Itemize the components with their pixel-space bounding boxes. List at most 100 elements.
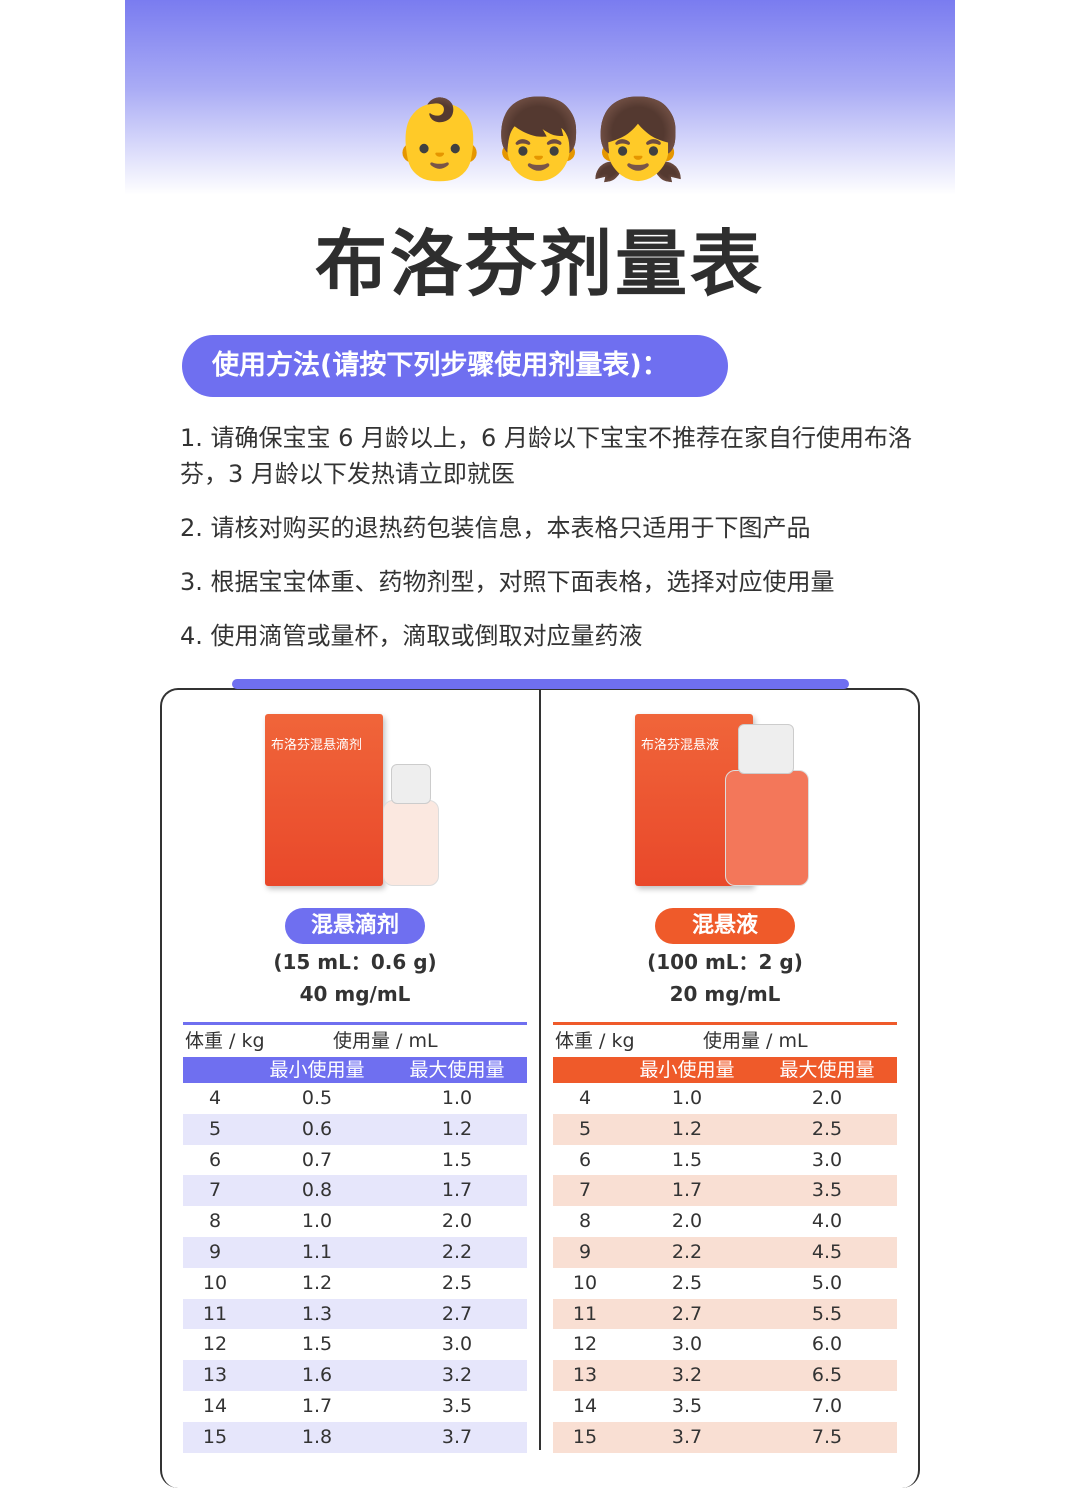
package-label: 布洛芬混悬液 — [641, 738, 720, 753]
bottle-cap — [391, 764, 431, 804]
weight-cell: 4 — [208, 1087, 222, 1109]
dosage-table: 体重 / kg 使用量 / mL 最小使用量 最大使用量 4 1.0 2.0 5 1.2 2.… — [553, 1022, 897, 1453]
table-row: 4 0.5 1.0 — [183, 1083, 527, 1114]
min-dose-cell: 2.5 — [671, 1271, 703, 1294]
weight-cell: 13 — [572, 1364, 598, 1387]
min-dose-header: 最小使用量 — [639, 1059, 735, 1081]
max-dose-cell: 5.5 — [811, 1302, 843, 1325]
step-2: 2. 请核对购买的退热药包装信息，本表格只适用于下图产品 — [180, 514, 811, 542]
table-header: 体重 / kg 使用量 / mL — [553, 1025, 897, 1057]
max-dose-cell: 6.0 — [811, 1333, 843, 1356]
table-row: 14 3.5 7.0 — [553, 1391, 897, 1422]
max-dose-cell: 4.5 — [811, 1240, 843, 1263]
spec-line-2: 20 mg/mL — [669, 982, 781, 1006]
table-row: 6 0.7 1.5 — [183, 1145, 527, 1176]
table-row: 13 3.2 6.5 — [553, 1360, 897, 1391]
weight-cell: 5 — [208, 1117, 222, 1140]
max-dose-cell: 2.0 — [441, 1210, 473, 1233]
product-bottle — [725, 770, 809, 886]
min-dose-cell: 1.7 — [301, 1394, 333, 1417]
weight-cell: 5 — [578, 1117, 592, 1140]
min-dose-cell: 3.5 — [671, 1394, 703, 1417]
spec-line-2: 40 mg/mL — [299, 982, 411, 1006]
min-dose-cell: 1.5 — [671, 1148, 703, 1171]
drops-column: 布洛芬混悬滴剂 混悬滴剂 (15 mL：0.6 g) 40 mg/mL 体重 /… — [183, 700, 527, 1453]
table-row: 9 2.2 4.5 — [553, 1236, 897, 1268]
spec-line-1: (100 mL：2 g) — [647, 950, 803, 974]
min-dose-cell: 1.8 — [301, 1425, 333, 1448]
weight-cell: 15 — [572, 1425, 598, 1448]
max-dose-cell: 7.0 — [811, 1394, 843, 1417]
min-dose-cell: 2.0 — [671, 1210, 703, 1233]
min-dose-cell: 0.7 — [301, 1148, 333, 1171]
min-dose-cell: 1.6 — [301, 1364, 333, 1387]
dose-header: 使用量 / mL — [703, 1030, 808, 1052]
min-dose-cell: 1.2 — [671, 1117, 703, 1140]
weight-cell: 14 — [572, 1394, 598, 1417]
min-dose-cell: 0.5 — [301, 1087, 333, 1109]
min-dose-cell: 3.7 — [671, 1425, 703, 1448]
weight-cell: 7 — [208, 1179, 222, 1202]
max-dose-cell: 1.0 — [441, 1087, 473, 1109]
weight-cell: 6 — [578, 1148, 592, 1171]
max-dose-cell: 3.5 — [811, 1179, 843, 1202]
weight-header: 体重 / kg — [555, 1030, 635, 1052]
weight-cell: 11 — [202, 1302, 228, 1325]
usage-heading: 使用方法(请按下列步骤使用剂量表)： — [182, 335, 728, 397]
dosage-table: 体重 / kg 使用量 / mL 最小使用量 最大使用量 4 0.5 1.0 5 0.6 1.… — [183, 1022, 527, 1453]
children-faces-icon: 👶👦👧 — [391, 95, 689, 185]
weight-cell: 11 — [572, 1302, 598, 1325]
weight-cell: 7 — [578, 1179, 592, 1202]
weight-cell: 10 — [572, 1271, 598, 1294]
table-row: 8 1.0 2.0 — [183, 1206, 527, 1237]
weight-cell: 9 — [578, 1240, 592, 1263]
min-dose-header: 最小使用量 — [269, 1059, 365, 1081]
max-dose-cell: 2.7 — [441, 1302, 473, 1325]
bottle-cap — [738, 724, 794, 774]
min-dose-cell: 0.8 — [301, 1179, 333, 1202]
min-dose-cell: 1.3 — [301, 1302, 333, 1325]
product-box: 布洛芬混悬滴剂 — [265, 714, 383, 886]
table-row: 11 1.3 2.7 — [183, 1298, 527, 1330]
min-dose-cell: 1.0 — [301, 1210, 333, 1233]
step-3: 3. 根据宝宝体重、药物剂型，对照下面表格，选择对应使用量 — [180, 568, 835, 596]
max-dose-cell: 2.5 — [441, 1271, 473, 1294]
max-dose-cell: 2.2 — [441, 1240, 473, 1263]
page-title: 布洛芬剂量表 — [314, 222, 765, 306]
max-dose-cell: 3.2 — [441, 1364, 473, 1387]
max-dose-cell: 2.5 — [811, 1117, 843, 1140]
suspension-column: 布洛芬混悬液 混悬液 (100 mL：2 g) 20 mg/mL 体重 / kg… — [553, 700, 897, 1453]
max-dose-cell: 3.0 — [441, 1333, 473, 1356]
spec-line-1: (15 mL：0.6 g) — [273, 950, 437, 974]
table-row: 11 2.7 5.5 — [553, 1298, 897, 1330]
table-row: 15 1.8 3.7 — [183, 1421, 527, 1453]
max-dose-cell: 6.5 — [811, 1364, 843, 1387]
table-row: 9 1.1 2.2 — [183, 1236, 527, 1268]
table-subheader: 最小使用量 最大使用量 — [553, 1057, 897, 1083]
table-row: 7 1.7 3.5 — [553, 1175, 897, 1207]
weight-cell: 10 — [202, 1271, 228, 1294]
table-row: 14 1.7 3.5 — [183, 1391, 527, 1422]
min-dose-cell: 3.2 — [671, 1364, 703, 1387]
max-dose-cell: 1.5 — [441, 1148, 473, 1171]
weight-header: 体重 / kg — [185, 1030, 265, 1052]
min-dose-cell: 1.2 — [301, 1271, 333, 1294]
max-dose-cell: 3.5 — [441, 1394, 473, 1417]
min-dose-cell: 3.0 — [671, 1333, 703, 1356]
max-dose-header: 最大使用量 — [409, 1059, 505, 1081]
min-dose-cell: 0.6 — [301, 1117, 333, 1140]
table-row: 8 2.0 4.0 — [553, 1206, 897, 1237]
table-row: 5 1.2 2.5 — [553, 1113, 897, 1145]
table-row: 12 3.0 6.0 — [553, 1329, 897, 1360]
weight-cell: 13 — [202, 1364, 228, 1387]
min-dose-cell: 1.0 — [671, 1087, 703, 1109]
min-dose-cell: 1.5 — [301, 1333, 333, 1356]
weight-cell: 12 — [572, 1333, 598, 1356]
weight-cell: 12 — [202, 1333, 228, 1356]
usage-steps: 1. 请确保宝宝 6 月龄以上，6 月龄以下宝宝不推荐在家自行使用布洛芬，3 月… — [180, 420, 920, 672]
table-row: 15 3.7 7.5 — [553, 1421, 897, 1453]
product-image: 布洛芬混悬液 — [553, 700, 897, 900]
step-1: 1. 请确保宝宝 6 月龄以上，6 月龄以下宝宝不推荐在家自行使用布洛芬，3 月… — [180, 424, 912, 488]
package-label: 布洛芬混悬滴剂 — [271, 738, 363, 753]
max-dose-cell: 3.0 — [811, 1148, 843, 1171]
